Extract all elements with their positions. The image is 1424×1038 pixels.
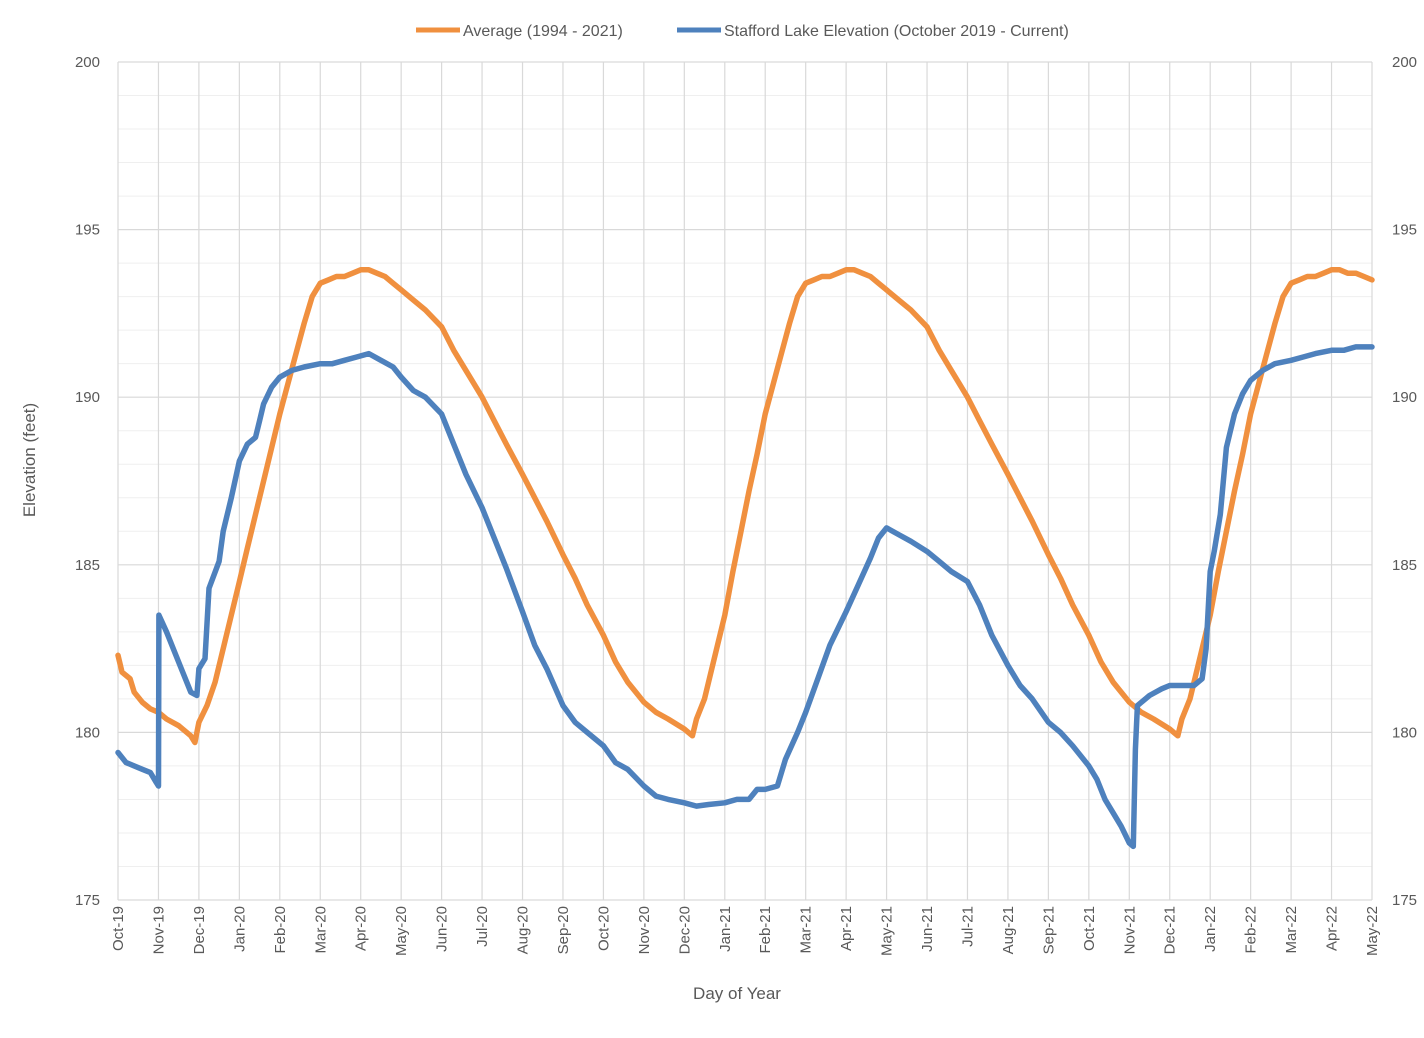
- legend-label-stafford: Stafford Lake Elevation (October 2019 - …: [724, 23, 1069, 40]
- x-tick-label: Sep-20: [555, 906, 572, 954]
- series-line-stafford: [115, 344, 1375, 850]
- x-tick-label: Jan-21: [717, 906, 734, 952]
- tick-layer: 175 175 180 180 185 185 190 190 195 195 200 200 Oct-…: [75, 54, 1417, 956]
- x-tick-label: Mar-20: [312, 906, 329, 954]
- x-tick-label: Nov-21: [1121, 906, 1138, 954]
- series-line-average: [115, 267, 1375, 746]
- x-tick-label: Nov-20: [636, 906, 653, 954]
- y-tick-label-right: 185: [1392, 557, 1417, 574]
- x-tick-label: Jun-20: [434, 906, 451, 952]
- y-tick-label-left: 195: [75, 222, 100, 239]
- x-tick-label: Feb-20: [272, 906, 289, 954]
- y-tick-label-right: 200: [1392, 54, 1417, 71]
- x-tick-label: Aug-20: [515, 906, 532, 954]
- x-tick-label: Aug-21: [1000, 906, 1017, 954]
- y-tick-label-right: 180: [1392, 724, 1417, 741]
- x-tick-label: Jun-21: [919, 906, 936, 952]
- x-tick-label: Dec-20: [676, 906, 693, 954]
- y-tick-label-left: 180: [75, 724, 100, 741]
- x-tick-label: Mar-21: [798, 906, 815, 954]
- y-tick-label-left: 190: [75, 389, 100, 406]
- y-tick-label-left: 200: [75, 54, 100, 71]
- x-tick-label: Oct-19: [110, 906, 127, 951]
- x-tick-label: Oct-21: [1081, 906, 1098, 951]
- grid-layer: [117, 61, 1373, 901]
- series-layer: [115, 267, 1375, 850]
- x-tick-label: Sep-21: [1040, 906, 1057, 954]
- x-tick-label: Jul-20: [474, 906, 491, 947]
- x-tick-label: Oct-20: [595, 906, 612, 951]
- x-tick-label: May-22: [1364, 906, 1381, 956]
- y-tick-label-right: 195: [1392, 222, 1417, 239]
- y-tick-label-left: 185: [75, 557, 100, 574]
- x-tick-label: Feb-21: [757, 906, 774, 954]
- legend: Average (1994 - 2021) Stafford Lake Elev…: [416, 23, 1069, 40]
- x-tick-label: Mar-22: [1283, 906, 1300, 954]
- x-tick-label: May-21: [879, 906, 896, 956]
- y-tick-label-right: 175: [1392, 892, 1417, 909]
- x-tick-label: Jan-22: [1202, 906, 1219, 952]
- y-tick-label-right: 190: [1392, 389, 1417, 406]
- x-axis-title: Day of Year: [693, 984, 781, 1003]
- x-tick-label: Dec-19: [191, 906, 208, 954]
- y-axis-title: Elevation (feet): [20, 403, 39, 517]
- y-tick-label-left: 175: [75, 892, 100, 909]
- x-tick-label: Jan-20: [231, 906, 248, 952]
- x-tick-label: Jul-21: [959, 906, 976, 947]
- x-tick-label: May-20: [393, 906, 410, 956]
- x-tick-label: Dec-21: [1162, 906, 1179, 954]
- legend-label-average: Average (1994 - 2021): [463, 23, 623, 40]
- x-tick-label: Apr-21: [838, 906, 855, 951]
- x-tick-label: Feb-22: [1243, 906, 1260, 954]
- x-tick-label: Nov-19: [150, 906, 167, 954]
- x-tick-label: Apr-22: [1324, 906, 1341, 951]
- x-tick-label: Apr-20: [353, 906, 370, 951]
